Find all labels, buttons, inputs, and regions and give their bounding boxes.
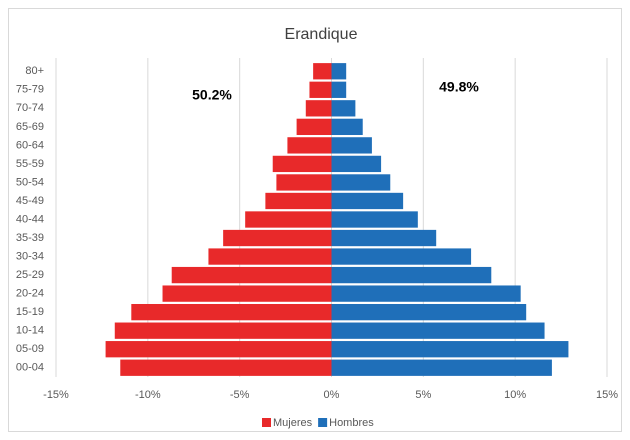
bar <box>171 266 332 284</box>
x-tick-label: 5% <box>415 389 431 401</box>
bar <box>331 192 404 210</box>
y-tick-label: 35-39 <box>16 232 44 244</box>
bar <box>331 248 472 265</box>
x-tick-label: -10% <box>135 389 161 401</box>
x-tick-label: 0% <box>324 389 340 401</box>
bar <box>331 229 437 247</box>
y-tick-label: 65-69 <box>16 121 44 133</box>
bar <box>331 100 356 117</box>
bar <box>309 81 332 98</box>
legend-swatch <box>318 418 328 427</box>
bar <box>120 359 332 376</box>
bar <box>105 341 332 358</box>
bar <box>114 322 332 339</box>
bar <box>131 303 332 321</box>
y-tick-label: 80+ <box>25 65 44 77</box>
x-tick-label: -15% <box>43 389 69 401</box>
bar <box>331 155 382 173</box>
bar <box>223 229 332 247</box>
y-tick-label: 00-04 <box>16 362 44 374</box>
bar <box>331 266 492 284</box>
legend-label: Mujeres <box>273 417 313 429</box>
bar <box>331 63 347 80</box>
bar <box>331 174 391 191</box>
x-tick-label: -5% <box>230 389 250 401</box>
y-tick-label: 25-29 <box>16 269 44 281</box>
y-tick-label: 10-14 <box>16 325 44 337</box>
bar <box>331 303 527 321</box>
bar <box>331 137 372 154</box>
y-tick-label: 20-24 <box>16 288 44 300</box>
bar <box>331 81 347 98</box>
annotation: 49.8% <box>439 79 479 95</box>
bar <box>287 137 332 154</box>
y-tick-label: 40-44 <box>16 213 44 225</box>
y-tick-label: 50-54 <box>16 176 44 188</box>
bar <box>331 322 545 339</box>
bar <box>276 174 332 191</box>
annotation: 50.2% <box>192 87 232 103</box>
legend-swatch <box>262 418 271 427</box>
y-tick-label: 60-64 <box>16 139 44 151</box>
y-tick-label: 75-79 <box>16 84 44 96</box>
y-tick-label: 55-59 <box>16 158 44 170</box>
bar <box>331 118 363 136</box>
bar <box>331 211 418 228</box>
bar <box>208 248 332 265</box>
y-tick-label: 30-34 <box>16 250 44 262</box>
y-tick-label: 15-19 <box>16 306 44 318</box>
bar <box>272 155 332 173</box>
bar <box>313 63 332 80</box>
bar <box>331 285 521 302</box>
bar <box>305 100 332 117</box>
x-tick-label: 15% <box>596 389 618 401</box>
y-tick-label: 70-74 <box>16 102 44 114</box>
bar <box>331 359 552 376</box>
x-tick-label: 10% <box>504 389 526 401</box>
y-tick-label: 05-09 <box>16 343 44 355</box>
bar <box>265 192 332 210</box>
bar <box>245 211 332 228</box>
bar <box>331 341 569 358</box>
legend-label: Hombres <box>329 417 374 429</box>
bar <box>296 118 332 136</box>
bar <box>162 285 332 302</box>
chart-title: Erandique <box>285 26 358 43</box>
y-tick-label: 45-49 <box>16 195 44 207</box>
